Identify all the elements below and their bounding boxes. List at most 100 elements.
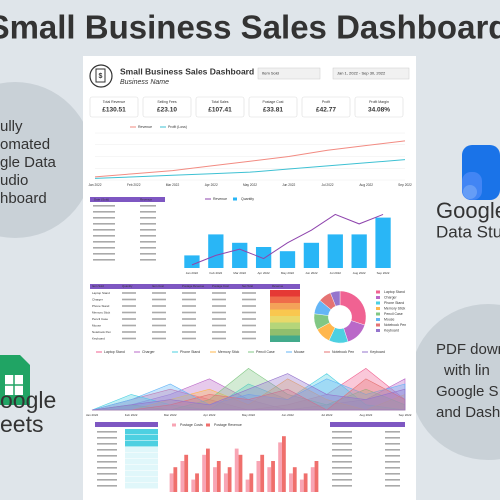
table-cell (97, 479, 117, 481)
x-tick-label: May 2022 (243, 183, 257, 187)
left-badge (0, 82, 93, 238)
kpi-value: £33.81 (263, 107, 283, 114)
filter-label: Jan 1, 2022 - Sep 30, 2022 (337, 71, 386, 76)
badge-text: with lin (443, 362, 490, 379)
table-cell (152, 298, 166, 301)
heat-cell (270, 316, 300, 323)
legend-label: Postage Costs (180, 423, 203, 427)
bar (180, 461, 185, 492)
kpi-label: Selling Fees (157, 100, 177, 104)
bar (245, 479, 250, 492)
table-cell (212, 298, 226, 301)
kpi-label: Profit (322, 100, 330, 104)
table-cell (122, 298, 136, 301)
sheets-icon (0, 355, 30, 405)
kpi-value: £130.51 (102, 107, 126, 114)
table-cell (182, 292, 196, 294)
table-header (330, 422, 405, 427)
legend-label: Pencil Case (256, 350, 275, 354)
table-header (95, 422, 158, 427)
table-cell (122, 331, 136, 333)
bar (184, 255, 200, 268)
right-badge (410, 304, 500, 460)
heat-cell (125, 471, 158, 477)
bar (249, 473, 254, 492)
legend-key (376, 329, 380, 332)
table-cell (140, 259, 156, 261)
bar (256, 461, 261, 492)
table-cell (93, 247, 115, 249)
x-tick-label: Mar 2022 (166, 183, 180, 187)
heat-cell (270, 335, 300, 342)
heat-cell (270, 296, 300, 303)
table-cell: Mouse (92, 323, 101, 327)
kpi-card (142, 96, 192, 118)
bar (327, 234, 343, 268)
table-cell (182, 298, 196, 301)
badge-text: Data Stu (436, 222, 500, 241)
legend-label: Quantity (241, 197, 254, 201)
legend-label: Pencil Case (384, 312, 403, 316)
table-cell (385, 467, 400, 469)
kpi-card (301, 96, 351, 118)
table-cell (97, 467, 117, 469)
table-cell (242, 337, 256, 340)
table-cell (97, 437, 117, 439)
table-header-cell: Net Total (242, 284, 253, 288)
x-tick-label: Sep 2022 (399, 413, 412, 417)
bar (173, 467, 178, 492)
dashboard-subtitle: Business Name (120, 79, 169, 86)
table-cell (332, 467, 352, 469)
x-tick-label: Jul 2022 (321, 183, 333, 187)
heat-cell (125, 453, 158, 459)
legend-label: Memory Stick (384, 306, 405, 310)
table-cell (212, 331, 226, 333)
legend-label: Postage Revenue (214, 423, 242, 427)
table-cell (97, 473, 117, 475)
table-cell (140, 229, 156, 231)
kpi-value: 34.08% (368, 107, 390, 114)
x-tick-label: Aug 2022 (359, 183, 373, 187)
kpi-card (354, 96, 404, 118)
svg-text:$: $ (99, 73, 103, 80)
legend-key (376, 290, 380, 294)
bar (213, 467, 217, 492)
legend-label: Mouse (294, 350, 305, 354)
filter-box[interactable] (332, 67, 410, 80)
dashboard-title: Small Business Sales Dashboard (120, 66, 254, 76)
x-tick-label: Aug 2022 (359, 413, 372, 417)
table-cell (242, 298, 256, 301)
table-cell (122, 337, 136, 340)
kpi-value: £23.10 (157, 107, 177, 114)
bar (260, 454, 265, 492)
table-cell (152, 324, 166, 327)
legend-label: Notebook Pen (332, 350, 354, 354)
bar (279, 251, 296, 268)
bar (216, 461, 221, 492)
table-header-cell: Postage Revenue (182, 284, 205, 288)
table-cell (93, 229, 115, 231)
table-cell (385, 485, 400, 487)
table-cell (332, 461, 352, 463)
filter-box[interactable] (257, 67, 321, 80)
table-cell (242, 331, 256, 333)
table-cell (385, 473, 400, 475)
table-cell (385, 479, 400, 481)
table-cell (332, 473, 352, 475)
bar (282, 436, 286, 492)
table-cell (140, 253, 156, 255)
table-cell (212, 292, 226, 294)
table-cell (242, 305, 256, 307)
table-cell (93, 223, 115, 225)
kpi-card (195, 96, 245, 118)
table-cell (97, 449, 117, 451)
table-header-cell: Revenue (140, 197, 152, 201)
table-cell (152, 318, 166, 320)
bar (351, 234, 367, 268)
table-header-cell: Postage Cost (212, 284, 229, 288)
bar (208, 234, 224, 268)
bar (206, 448, 210, 492)
table-cell (140, 241, 156, 243)
